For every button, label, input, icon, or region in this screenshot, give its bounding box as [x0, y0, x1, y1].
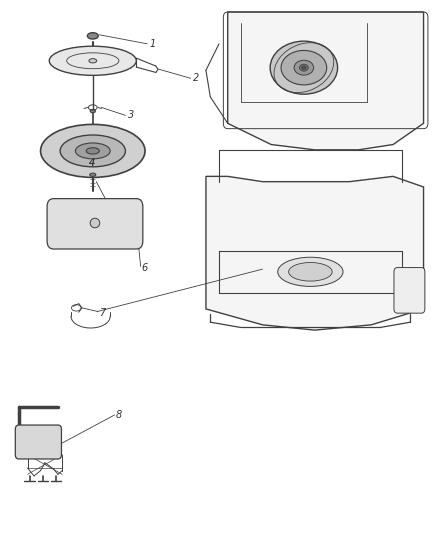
Ellipse shape	[270, 41, 338, 94]
Ellipse shape	[302, 66, 306, 69]
Text: 1: 1	[149, 39, 155, 49]
Ellipse shape	[300, 64, 308, 71]
Ellipse shape	[90, 173, 96, 176]
Ellipse shape	[41, 124, 145, 177]
Ellipse shape	[281, 51, 327, 85]
Text: 3: 3	[127, 110, 134, 120]
Ellipse shape	[87, 33, 98, 39]
Ellipse shape	[294, 60, 314, 75]
FancyBboxPatch shape	[47, 199, 143, 249]
Text: 4: 4	[88, 158, 95, 168]
Text: 6: 6	[141, 263, 148, 273]
Ellipse shape	[49, 46, 136, 75]
Text: 8: 8	[116, 410, 122, 420]
Text: 2: 2	[193, 73, 199, 83]
Ellipse shape	[75, 143, 110, 159]
Text: 7: 7	[99, 308, 105, 318]
Text: 5: 5	[120, 220, 126, 230]
Ellipse shape	[86, 148, 99, 154]
Polygon shape	[228, 12, 424, 150]
Ellipse shape	[289, 263, 332, 281]
Polygon shape	[206, 176, 424, 330]
Ellipse shape	[90, 110, 95, 113]
Ellipse shape	[89, 59, 97, 63]
Text: 4: 4	[88, 158, 95, 168]
Ellipse shape	[60, 135, 125, 167]
Ellipse shape	[90, 218, 100, 228]
Ellipse shape	[278, 257, 343, 286]
FancyBboxPatch shape	[394, 268, 425, 313]
FancyBboxPatch shape	[15, 425, 61, 459]
